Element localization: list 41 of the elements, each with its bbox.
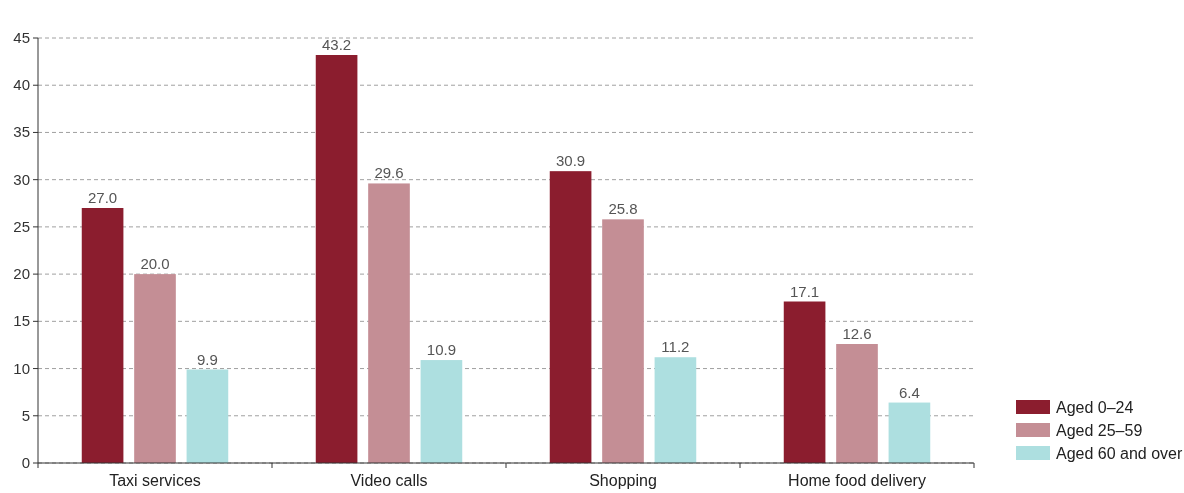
y-tick-label: 45 [13, 29, 30, 46]
data-label: 11.2 [661, 338, 690, 356]
data-label: 10.9 [426, 341, 457, 359]
bar [368, 183, 410, 463]
y-tick-label: 25 [13, 217, 30, 235]
bar [81, 208, 124, 463]
data-label: 27.0 [87, 189, 118, 206]
x-tick-label: Taxi services [109, 472, 201, 489]
x-tick-label: Video calls [350, 472, 428, 489]
y-tick-label: 40 [13, 76, 30, 94]
y-tick-label: 15 [13, 312, 30, 330]
data-label: 43.2 [321, 36, 352, 53]
bar [134, 274, 176, 463]
y-tick-label: 35 [13, 123, 30, 141]
bar [783, 301, 826, 463]
data-label: 20.0 [140, 255, 170, 273]
bar [315, 55, 358, 463]
data-label: 6.4 [898, 383, 920, 401]
bar [888, 402, 931, 463]
data-label: 12.6 [842, 325, 872, 342]
y-tick-label: 0 [21, 454, 30, 471]
bar [186, 369, 229, 463]
legend-label: Aged 25–59 [1056, 422, 1143, 439]
bar [836, 344, 878, 463]
y-tick-label: 30 [13, 170, 30, 188]
y-tick-label: 10 [13, 359, 30, 377]
data-label: 9.9 [196, 350, 218, 368]
legend-label: Aged 0–24 [1056, 399, 1134, 416]
data-label: 29.6 [374, 164, 404, 182]
data-label: 17.1 [789, 282, 820, 300]
bar [602, 219, 644, 463]
bar [549, 171, 592, 463]
data-label: 25.8 [608, 200, 638, 218]
data-label: 30.9 [555, 152, 586, 170]
x-tick-label: Shopping [589, 472, 657, 489]
y-tick-label: 5 [21, 406, 30, 424]
bar [420, 360, 463, 463]
x-tick-label: Home food delivery [788, 472, 926, 489]
y-tick-label: 20 [13, 265, 30, 283]
bar [654, 357, 697, 463]
legend-label: Aged 60 and over [1056, 445, 1183, 462]
